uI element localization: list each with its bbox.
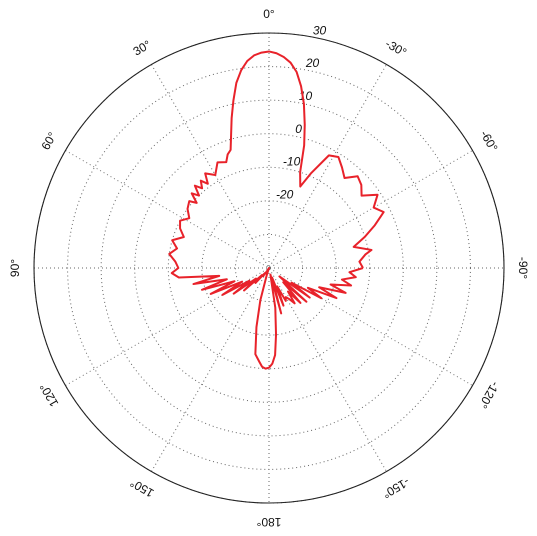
series-line <box>168 50 385 370</box>
radial-tick-label: 30 <box>313 23 327 37</box>
angle-tick-label: 180° <box>256 515 281 529</box>
trace-layer <box>168 50 385 370</box>
angle-tick-label: 120° <box>37 381 62 410</box>
radial-gridline <box>167 166 371 370</box>
angle-tick-label: -60° <box>477 128 500 154</box>
polar-grid <box>33 32 505 504</box>
radial-gridline <box>100 99 438 437</box>
angle-tick-label: 90° <box>8 259 22 277</box>
radial-tick-label: -10 <box>283 155 301 169</box>
angle-tick-label: 60° <box>38 129 59 152</box>
angle-tick-label: 30° <box>131 37 154 58</box>
outer-circle <box>33 32 505 504</box>
angle-tick-label: 0° <box>263 7 275 21</box>
angle-tick-label: -150° <box>380 475 412 502</box>
angle-tick-label: -90° <box>516 257 530 279</box>
radial-tick-label: -20 <box>276 187 294 201</box>
radial-gridline <box>201 200 337 336</box>
angle-tick-label: 150° <box>128 476 157 501</box>
radial-tick-label: 0 <box>295 122 302 136</box>
angle-tick-label: -30° <box>383 36 409 59</box>
radial-tick-label: 20 <box>305 56 320 70</box>
angle-tick-label: -120° <box>476 379 503 411</box>
